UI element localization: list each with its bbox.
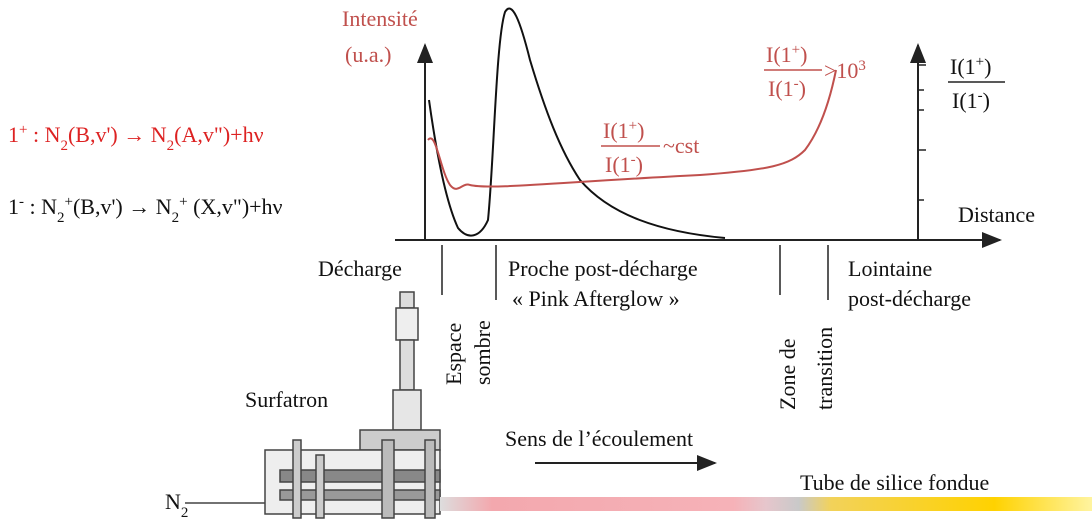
- device-label: Surfatron: [245, 387, 328, 412]
- fraction-denominator: I(1-): [952, 88, 990, 113]
- text-part: +: [179, 194, 187, 210]
- text-part: +: [792, 42, 800, 58]
- region-label: post-décharge: [848, 286, 971, 311]
- fraction-denominator: I(1-): [605, 152, 643, 177]
- region-label: sombre: [470, 320, 495, 385]
- text-part: +: [19, 122, 27, 138]
- text-part: ): [799, 76, 806, 101]
- x-label: Distance: [958, 202, 1035, 227]
- fraction-numerator: I(1+): [950, 54, 991, 79]
- fraction-numerator: I(1+): [766, 42, 807, 67]
- text-part: (B,v') → N: [68, 122, 167, 147]
- y-label: Intensité: [342, 6, 418, 31]
- region-label: Zone de: [775, 339, 800, 410]
- gas-label: N2: [165, 489, 188, 521]
- text-part: 3: [858, 58, 866, 74]
- text-part: 2: [60, 138, 68, 154]
- text-part: (B,v') → N: [73, 194, 172, 219]
- text-part: 1: [8, 194, 19, 219]
- text-part: +: [629, 118, 637, 134]
- text-part: I(1: [768, 76, 794, 101]
- region-label: Proche post-décharge: [508, 256, 698, 281]
- text-part: I(1: [766, 42, 792, 67]
- tube-label: Tube de silice fondue: [800, 470, 989, 495]
- text-part: 2: [172, 210, 180, 226]
- text-part: +: [65, 194, 73, 210]
- relation: ~cst: [663, 133, 699, 158]
- region-label: transition: [812, 327, 837, 410]
- text-part: ): [636, 152, 643, 177]
- text-part: : N: [24, 194, 57, 219]
- fraction-numerator: I(1+): [603, 118, 644, 143]
- text-part: ): [983, 88, 990, 113]
- text-part: 2: [57, 210, 65, 226]
- text-part: 2: [167, 138, 175, 154]
- surfatron-drawing: [185, 291, 441, 519]
- y-label: (u.a.): [345, 42, 391, 67]
- reaction: 1- : N2+(B,v') → N2+ (X,v")+hν: [8, 194, 283, 226]
- region-label: Espace: [441, 323, 466, 385]
- region-label: Décharge: [318, 256, 402, 281]
- text-part: : N: [27, 122, 60, 147]
- region-label: « Pink Afterglow »: [512, 286, 680, 311]
- text-part: -: [631, 152, 636, 168]
- text-part: I(1: [950, 54, 976, 79]
- text-part: >10: [824, 58, 858, 83]
- tube: [440, 497, 1092, 511]
- fraction-denominator: I(1-): [768, 76, 806, 101]
- text-part: ): [637, 118, 644, 143]
- text-part: ): [800, 42, 807, 67]
- text-part: I(1: [603, 118, 629, 143]
- reaction: 1+ : N2(B,v') → N2(A,v")+hν: [8, 122, 264, 154]
- text-part: ): [984, 54, 991, 79]
- axes: [395, 43, 1002, 300]
- text-part: -: [19, 194, 24, 210]
- text-part: 2: [181, 505, 189, 521]
- flow-label: Sens de l’écoulement: [505, 426, 693, 451]
- text-part: +: [976, 54, 984, 70]
- text-part: N: [165, 489, 181, 514]
- curve-first-negative: [428, 7, 726, 239]
- text-part: (A,v")+hν: [174, 122, 263, 147]
- text-part: -: [794, 76, 799, 92]
- relation: >103: [824, 58, 866, 83]
- curve-first-positive: [427, 69, 837, 190]
- text-part: -: [978, 88, 983, 104]
- text-part: (X,v")+hν: [188, 194, 283, 219]
- text-part: 1: [8, 122, 19, 147]
- text-part: I(1: [952, 88, 978, 113]
- region-label: Lointaine: [848, 256, 932, 281]
- text-part: I(1: [605, 152, 631, 177]
